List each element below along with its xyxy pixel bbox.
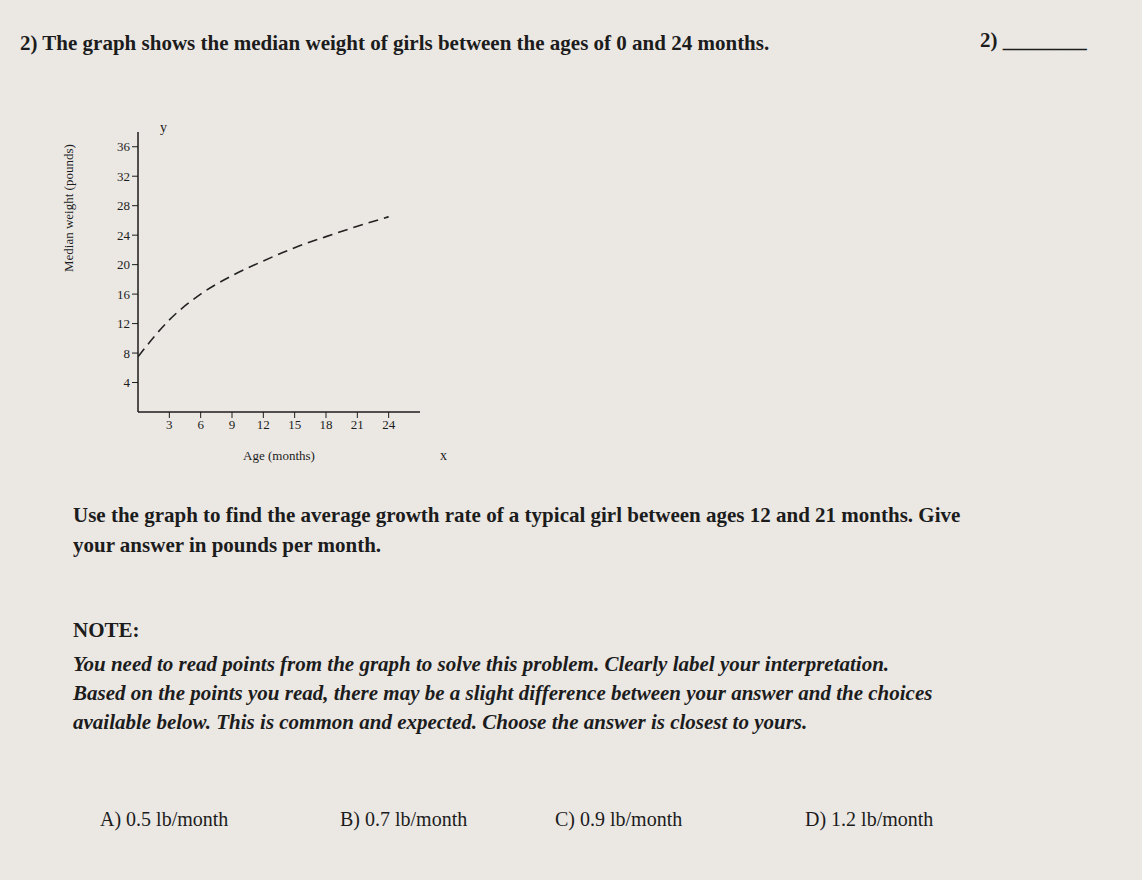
svg-text:36: 36 [117,139,131,154]
svg-text:9: 9 [229,417,236,432]
html-text:D) 1.2 lb/month: D) 1.2 lb/month [805,808,934,830]
html-text:x: x [440,448,447,463]
html-text:Use the graph to find the aver: Use the graph to find the average growth… [73,503,961,557]
html-text:You need to read points from t: You need to read points from the graph t… [73,652,933,734]
html-text:C) 0.9 lb/month: C) 0.9 lb/month [555,808,683,830]
svg-text:Median weight (pounds): Median weight (pounds) [61,144,76,272]
svg-text:16: 16 [117,287,131,302]
svg-text:32: 32 [117,169,130,184]
html-text:NOTE:: NOTE: [73,618,140,642]
html-text:2) The graph shows the median: 2) The graph shows the median weight of … [20,31,770,55]
html-text:2) ________: 2) ________ [980,28,1087,52]
svg-text:12: 12 [117,316,130,331]
svg-text:21: 21 [351,417,364,432]
svg-text:12: 12 [257,417,270,432]
svg-text:24: 24 [117,228,131,243]
svg-text:Age (months): Age (months) [243,448,315,463]
svg-text:24: 24 [382,417,396,432]
svg-text:3: 3 [166,417,173,432]
html-text:y: y [160,120,167,135]
svg-text:6: 6 [197,417,204,432]
svg-text:20: 20 [117,257,130,272]
svg-text:15: 15 [288,417,301,432]
svg-text:28: 28 [117,198,130,213]
html-text:A) 0.5 lb/month: A) 0.5 lb/month [100,808,229,830]
svg-text:4: 4 [124,375,131,390]
svg-text:8: 8 [124,346,131,361]
html-text:B) 0.7 lb/month: B) 0.7 lb/month [340,808,468,830]
svg-text:18: 18 [320,417,333,432]
